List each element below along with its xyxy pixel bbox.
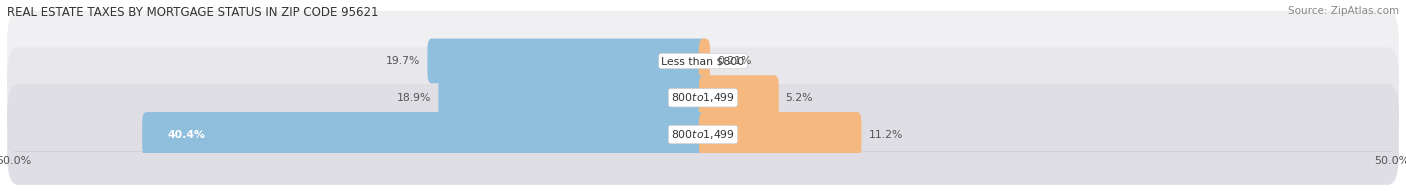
FancyBboxPatch shape: [699, 75, 779, 120]
FancyBboxPatch shape: [699, 112, 862, 157]
FancyBboxPatch shape: [439, 75, 707, 120]
Text: 5.2%: 5.2%: [786, 93, 813, 103]
FancyBboxPatch shape: [142, 112, 707, 157]
FancyBboxPatch shape: [699, 39, 710, 83]
Text: 11.2%: 11.2%: [869, 130, 903, 140]
FancyBboxPatch shape: [7, 84, 1399, 185]
FancyBboxPatch shape: [427, 39, 707, 83]
FancyBboxPatch shape: [7, 11, 1399, 111]
Text: 40.4%: 40.4%: [167, 130, 205, 140]
Text: 19.7%: 19.7%: [387, 56, 420, 66]
Text: 18.9%: 18.9%: [396, 93, 432, 103]
Text: $800 to $1,499: $800 to $1,499: [671, 128, 735, 141]
Text: $800 to $1,499: $800 to $1,499: [671, 91, 735, 104]
FancyBboxPatch shape: [7, 47, 1399, 148]
Text: Source: ZipAtlas.com: Source: ZipAtlas.com: [1288, 6, 1399, 16]
Text: Less than $800: Less than $800: [661, 56, 745, 66]
Text: 0.21%: 0.21%: [717, 56, 751, 66]
Text: REAL ESTATE TAXES BY MORTGAGE STATUS IN ZIP CODE 95621: REAL ESTATE TAXES BY MORTGAGE STATUS IN …: [7, 6, 378, 19]
